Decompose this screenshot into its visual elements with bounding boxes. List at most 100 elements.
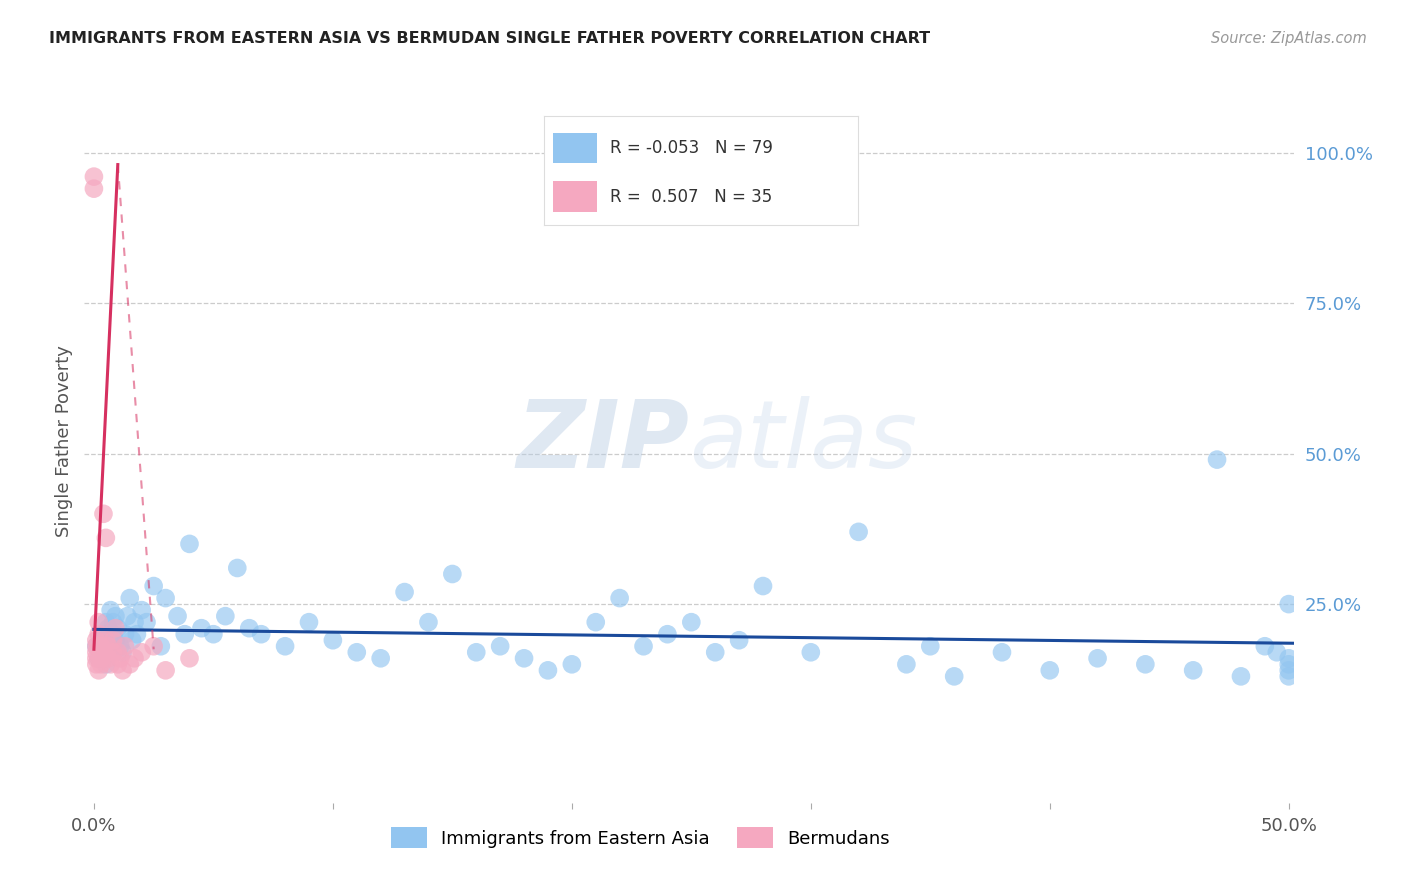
Point [322, 633, 344, 648]
Point [84, 639, 107, 653]
Point [83, 182, 105, 196]
Point [93, 507, 115, 521]
Point [920, 639, 942, 653]
Point [84, 651, 107, 665]
Point [101, 645, 124, 659]
Point [179, 651, 201, 665]
Point [114, 627, 136, 641]
Point [87, 651, 110, 665]
Point [108, 651, 131, 665]
Point [84, 645, 107, 659]
Point [370, 651, 392, 665]
Y-axis label: Single Father Poverty: Single Father Poverty [55, 345, 73, 538]
Point [465, 645, 488, 659]
Point [90, 645, 112, 659]
Point [97, 639, 120, 653]
Point [609, 591, 631, 606]
Point [104, 633, 127, 648]
Point [104, 609, 127, 624]
Point [704, 645, 727, 659]
Point [190, 621, 212, 635]
Point [1278, 669, 1301, 683]
Point [94, 615, 117, 630]
Point [84, 633, 107, 648]
Point [179, 537, 201, 551]
Point [84, 657, 107, 672]
Point [585, 615, 607, 630]
Point [124, 651, 146, 665]
Point [1039, 664, 1062, 678]
Point [97, 621, 120, 635]
Point [94, 531, 117, 545]
Point [104, 621, 127, 635]
Point [250, 627, 273, 641]
Point [97, 651, 120, 665]
Point [90, 633, 112, 648]
Point [108, 639, 131, 653]
Point [1265, 645, 1288, 659]
Point [1182, 664, 1205, 678]
Point [90, 657, 112, 672]
Point [87, 627, 110, 641]
Point [561, 657, 583, 672]
Point [142, 639, 165, 653]
Point [489, 639, 512, 653]
Point [114, 639, 136, 653]
Point [394, 585, 416, 599]
Point [93, 627, 115, 641]
Point [111, 664, 134, 678]
Point [1230, 669, 1253, 683]
Point [87, 615, 110, 630]
Point [93, 645, 115, 659]
Point [418, 615, 440, 630]
Legend: Immigrants from Eastern Asia, Bermudans: Immigrants from Eastern Asia, Bermudans [384, 820, 897, 855]
Point [238, 621, 260, 635]
Point [298, 615, 321, 630]
Point [1278, 664, 1301, 678]
Point [202, 627, 225, 641]
Point [101, 633, 124, 648]
Point [90, 639, 112, 653]
Point [155, 591, 177, 606]
Point [1278, 597, 1301, 611]
Point [131, 645, 153, 659]
Point [800, 645, 823, 659]
Point [94, 657, 117, 672]
Point [1087, 651, 1109, 665]
Point [101, 627, 124, 641]
Point [107, 621, 129, 635]
Point [214, 609, 236, 624]
Point [346, 645, 368, 659]
Point [87, 651, 110, 665]
Point [124, 615, 146, 630]
Point [149, 639, 172, 653]
Point [118, 591, 141, 606]
Point [83, 169, 105, 184]
Point [274, 639, 297, 653]
Point [107, 657, 129, 672]
Point [166, 609, 188, 624]
Text: ZIP: ZIP [516, 395, 689, 488]
Point [84, 639, 107, 653]
Point [513, 651, 536, 665]
Point [681, 615, 703, 630]
Point [118, 657, 141, 672]
Point [100, 645, 122, 659]
Point [1254, 639, 1277, 653]
Point [633, 639, 655, 653]
Point [111, 645, 134, 659]
Point [107, 645, 129, 659]
Point [87, 664, 110, 678]
Point [752, 579, 775, 593]
Point [848, 524, 870, 539]
Point [125, 627, 148, 641]
Text: atlas: atlas [689, 396, 917, 487]
Point [896, 657, 918, 672]
Point [100, 657, 122, 672]
Point [90, 651, 112, 665]
Point [121, 633, 143, 648]
Point [94, 633, 117, 648]
Point [155, 664, 177, 678]
Point [1278, 651, 1301, 665]
Point [943, 669, 966, 683]
